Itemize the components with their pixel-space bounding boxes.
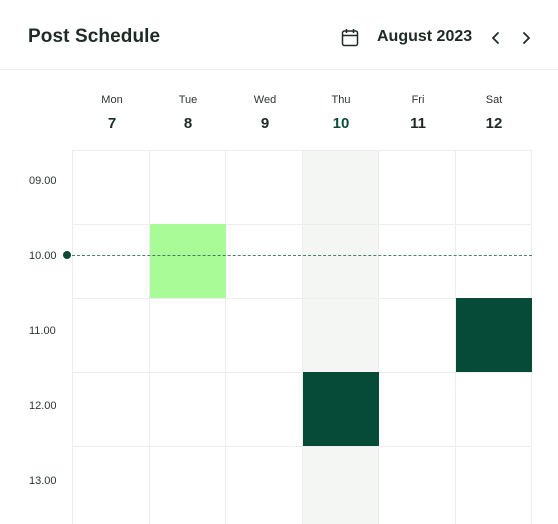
grid-line bbox=[149, 150, 150, 524]
day-number: 9 bbox=[260, 115, 270, 132]
chevron-left-icon bbox=[492, 32, 499, 44]
grid-line bbox=[72, 372, 532, 373]
scheduled-post-block[interactable] bbox=[456, 298, 532, 372]
day-header-mon[interactable]: Mon 7 bbox=[74, 94, 150, 132]
day-header-fri[interactable]: Fri 11 bbox=[380, 94, 456, 132]
current-time-line bbox=[72, 255, 532, 256]
current-month[interactable]: August 2023 bbox=[377, 28, 473, 45]
day-name: Fri bbox=[411, 94, 425, 106]
today-column-highlight bbox=[302, 150, 378, 524]
grid-line bbox=[302, 150, 303, 524]
grid-line bbox=[378, 150, 379, 524]
next-week-button[interactable] bbox=[516, 28, 536, 48]
prev-week-button[interactable] bbox=[486, 28, 506, 48]
time-label: 10.00 bbox=[29, 250, 57, 262]
day-number-today: 10 bbox=[332, 115, 350, 132]
grid-line bbox=[72, 298, 532, 299]
day-name: Thu bbox=[331, 94, 351, 106]
grid-line bbox=[72, 446, 532, 447]
day-header-thu[interactable]: Thu 10 bbox=[303, 94, 379, 132]
scheduled-post-block[interactable] bbox=[303, 372, 379, 446]
scheduled-post-block[interactable] bbox=[150, 224, 226, 298]
day-name: Tue bbox=[178, 94, 198, 106]
day-number: 8 bbox=[183, 115, 193, 132]
day-number: 7 bbox=[107, 115, 117, 132]
grid-line bbox=[72, 150, 532, 151]
grid-line bbox=[72, 224, 532, 225]
schedule-grid[interactable] bbox=[72, 150, 532, 524]
time-label: 09.00 bbox=[29, 175, 57, 187]
day-header-wed[interactable]: Wed 9 bbox=[227, 94, 303, 132]
current-time-dot bbox=[63, 251, 71, 259]
time-label: 11.00 bbox=[29, 325, 56, 337]
grid-line bbox=[72, 150, 73, 524]
day-name: Mon bbox=[101, 94, 123, 106]
time-label: 12.00 bbox=[29, 400, 57, 412]
calendar-icon[interactable] bbox=[341, 28, 359, 47]
day-number: 12 bbox=[485, 115, 503, 132]
day-number: 11 bbox=[410, 115, 426, 132]
header: Post Schedule August 2023 bbox=[0, 0, 558, 70]
day-name: Sat bbox=[485, 94, 503, 106]
grid-line bbox=[455, 150, 456, 524]
day-name: Wed bbox=[253, 94, 277, 106]
grid-line bbox=[225, 150, 226, 524]
time-label: 13.00 bbox=[29, 475, 57, 487]
page-title: Post Schedule bbox=[28, 26, 161, 47]
chevron-right-icon bbox=[523, 32, 530, 44]
day-header-sat[interactable]: Sat 12 bbox=[456, 94, 532, 132]
day-header-tue[interactable]: Tue 8 bbox=[150, 94, 226, 132]
